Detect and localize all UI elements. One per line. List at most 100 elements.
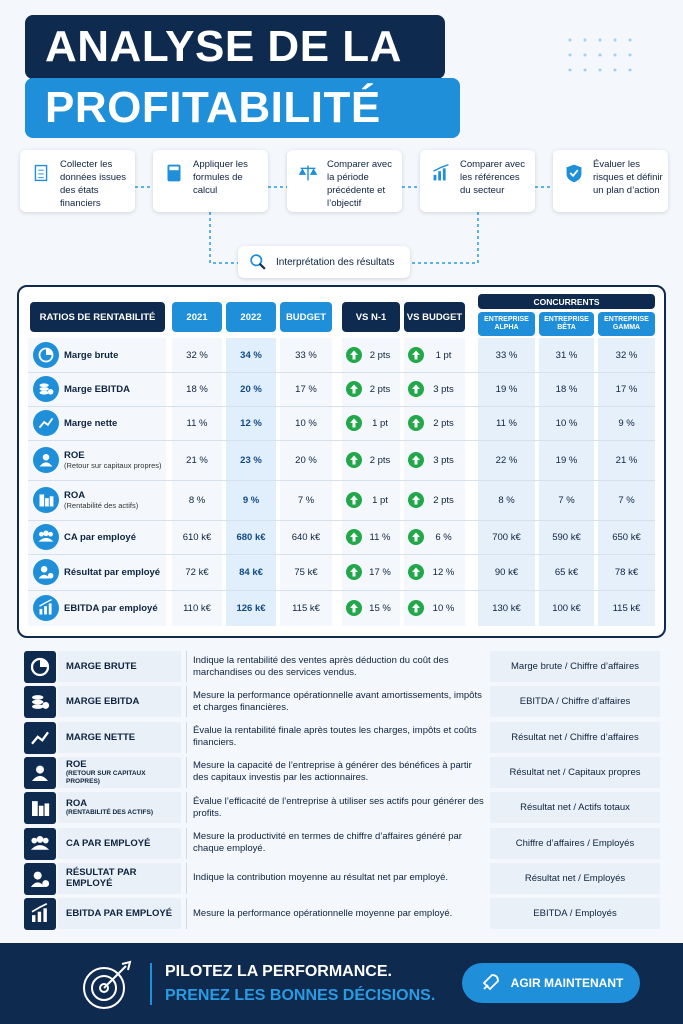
cell-value: 20 % — [295, 454, 317, 466]
icon — [24, 827, 56, 860]
up-arrow — [346, 415, 362, 431]
header-cell: VS N-1 — [342, 302, 400, 332]
definition-description: Mesure la performance opérationnelle moy… — [186, 898, 486, 930]
cell-value: 9 % — [242, 494, 260, 506]
header-cell: BUDGET — [280, 302, 332, 332]
definition-description: Indique la rentabilité des ventes après … — [186, 651, 486, 682]
row-name: Marge brute — [64, 349, 119, 361]
header-cell: ENTREPRISE ALPHA — [478, 312, 535, 336]
icon — [33, 524, 59, 550]
up-arrow — [346, 347, 362, 363]
definition-name: ROE — [66, 758, 87, 770]
row-divider — [28, 480, 655, 481]
cell-value: 130 k€ — [492, 602, 521, 614]
definition-description: Mesure la productivité en termes de chif… — [186, 827, 486, 859]
cell-value: 115 k€ — [612, 602, 641, 614]
definition-formula: Résultat net / Chiffre d’affaires — [490, 721, 660, 753]
row-label: CA par employé — [64, 520, 164, 554]
delta-value: 12 % — [432, 566, 455, 578]
up-arrow — [408, 529, 424, 545]
cell-value: 680 k€ — [236, 531, 266, 543]
cta-button[interactable]: AGIR MAINTENANT — [462, 963, 640, 1003]
definition-formula: Résultat net / Employés — [490, 862, 660, 894]
cell-value: 75 k€ — [294, 566, 318, 578]
up-arrow — [346, 529, 362, 545]
cell-value: 115 k€ — [292, 602, 320, 614]
up-arrow — [346, 452, 362, 468]
delta-value: 2 pts — [433, 417, 454, 429]
up-arrow — [408, 492, 424, 508]
definition-name: ROA — [66, 798, 88, 810]
up-arrow — [408, 452, 424, 468]
definition-formula: Résultat net / Actifs totaux — [490, 792, 660, 824]
header-cell: 2022 — [226, 302, 276, 332]
column-bg — [280, 338, 332, 626]
delta-value: 2 pts — [369, 383, 391, 395]
definition-name-box: MARGE BRUTE — [58, 651, 181, 682]
definition-name-box: ROA (RENTABILITÉ DES ACTIFS) — [58, 792, 181, 824]
cell-value: 610 k€ — [182, 531, 212, 543]
definition-formula: EBITDA / Chiffre d’affaires — [490, 686, 660, 718]
row-sub: (Rentabilité des actifs) — [64, 501, 139, 510]
delta-value: 10 % — [432, 602, 455, 614]
delta-value: 1 pt — [372, 417, 388, 429]
cell-value: 126 k€ — [236, 602, 266, 614]
icon — [33, 559, 59, 585]
header-cell: VS BUDGET — [404, 302, 465, 332]
icon — [24, 686, 56, 719]
interpretation-box: Interprétation des résultats — [238, 246, 410, 278]
definition-name: MARGE EBITDA — [66, 696, 140, 708]
header-ratios: RATIOS DE RENTABILITÉ — [30, 302, 165, 332]
cell-value: 78 k€ — [614, 566, 639, 578]
definition-name: RÉSULTAT PAR EMPLOYÉ — [66, 867, 137, 890]
cell-value: 17 % — [295, 383, 317, 395]
definition-name: MARGE NETTE — [66, 731, 136, 743]
cell-value: 32 % — [186, 349, 208, 361]
delta-value: 17 % — [369, 566, 391, 578]
icon — [33, 342, 59, 368]
header-cell: ENTREPRISE BÊTA — [539, 312, 594, 336]
definition-description: Évalue la rentabilité finale après toute… — [186, 721, 486, 753]
cell-value: 12 % — [240, 417, 262, 429]
definition-formula: Marge brute / Chiffre d’affaires — [490, 651, 660, 682]
title-line2: PROFITABILITÉ — [25, 78, 460, 138]
cell-value: 11 % — [496, 417, 517, 429]
footer-line1: PILOTEZ LA PERFORMANCE. — [165, 963, 392, 980]
cell-value: 10 % — [295, 417, 317, 429]
target-icon — [83, 960, 132, 1009]
definition-description: Mesure la capacité de l’entreprise à gén… — [186, 756, 486, 788]
row-name: Marge nette — [64, 417, 118, 429]
icon — [24, 898, 56, 931]
row-label: EBITDA par employé — [64, 590, 164, 626]
definition-name-box: MARGE NETTE — [58, 721, 181, 753]
definition-formula: Résultat net / Capitaux propres — [490, 756, 660, 788]
step-text: Évaluer les risques et définir un plan d… — [593, 159, 663, 196]
footer: PILOTEZ LA PERFORMANCE. PRENEZ LES BONNES… — [0, 943, 683, 1024]
row-name: ROA — [64, 490, 86, 501]
icon — [561, 160, 587, 186]
column-bg — [598, 338, 655, 626]
column-bg — [226, 338, 276, 626]
definition-name-box: RÉSULTAT PAR EMPLOYÉ — [58, 862, 181, 894]
icon — [24, 721, 56, 754]
row-name: EBITDA par employé — [64, 602, 158, 614]
row-name: ROE — [64, 450, 85, 461]
icon — [428, 160, 454, 186]
step-card: Comparer avec la période précédente et l… — [287, 150, 402, 212]
icon — [33, 376, 59, 402]
row-name: Marge EBITDA — [64, 383, 130, 395]
icon — [24, 862, 56, 895]
definition-sub: (RENTABILITÉ DES ACTIFS) — [66, 809, 154, 817]
cell-value: 84 k€ — [239, 566, 263, 578]
up-arrow — [346, 564, 362, 580]
step-text: Comparer avec la période précédente et l… — [327, 159, 392, 209]
cell-value: 34 % — [240, 349, 262, 361]
icon — [33, 447, 59, 473]
cell-value: 33 % — [295, 349, 317, 361]
definition-name-box: MARGE EBITDA — [58, 686, 181, 718]
cell-value: 9 % — [618, 417, 635, 429]
cell-value: 21 % — [615, 454, 638, 466]
header-cell: 2021 — [172, 302, 222, 332]
cell-value: 700 k€ — [492, 531, 521, 543]
